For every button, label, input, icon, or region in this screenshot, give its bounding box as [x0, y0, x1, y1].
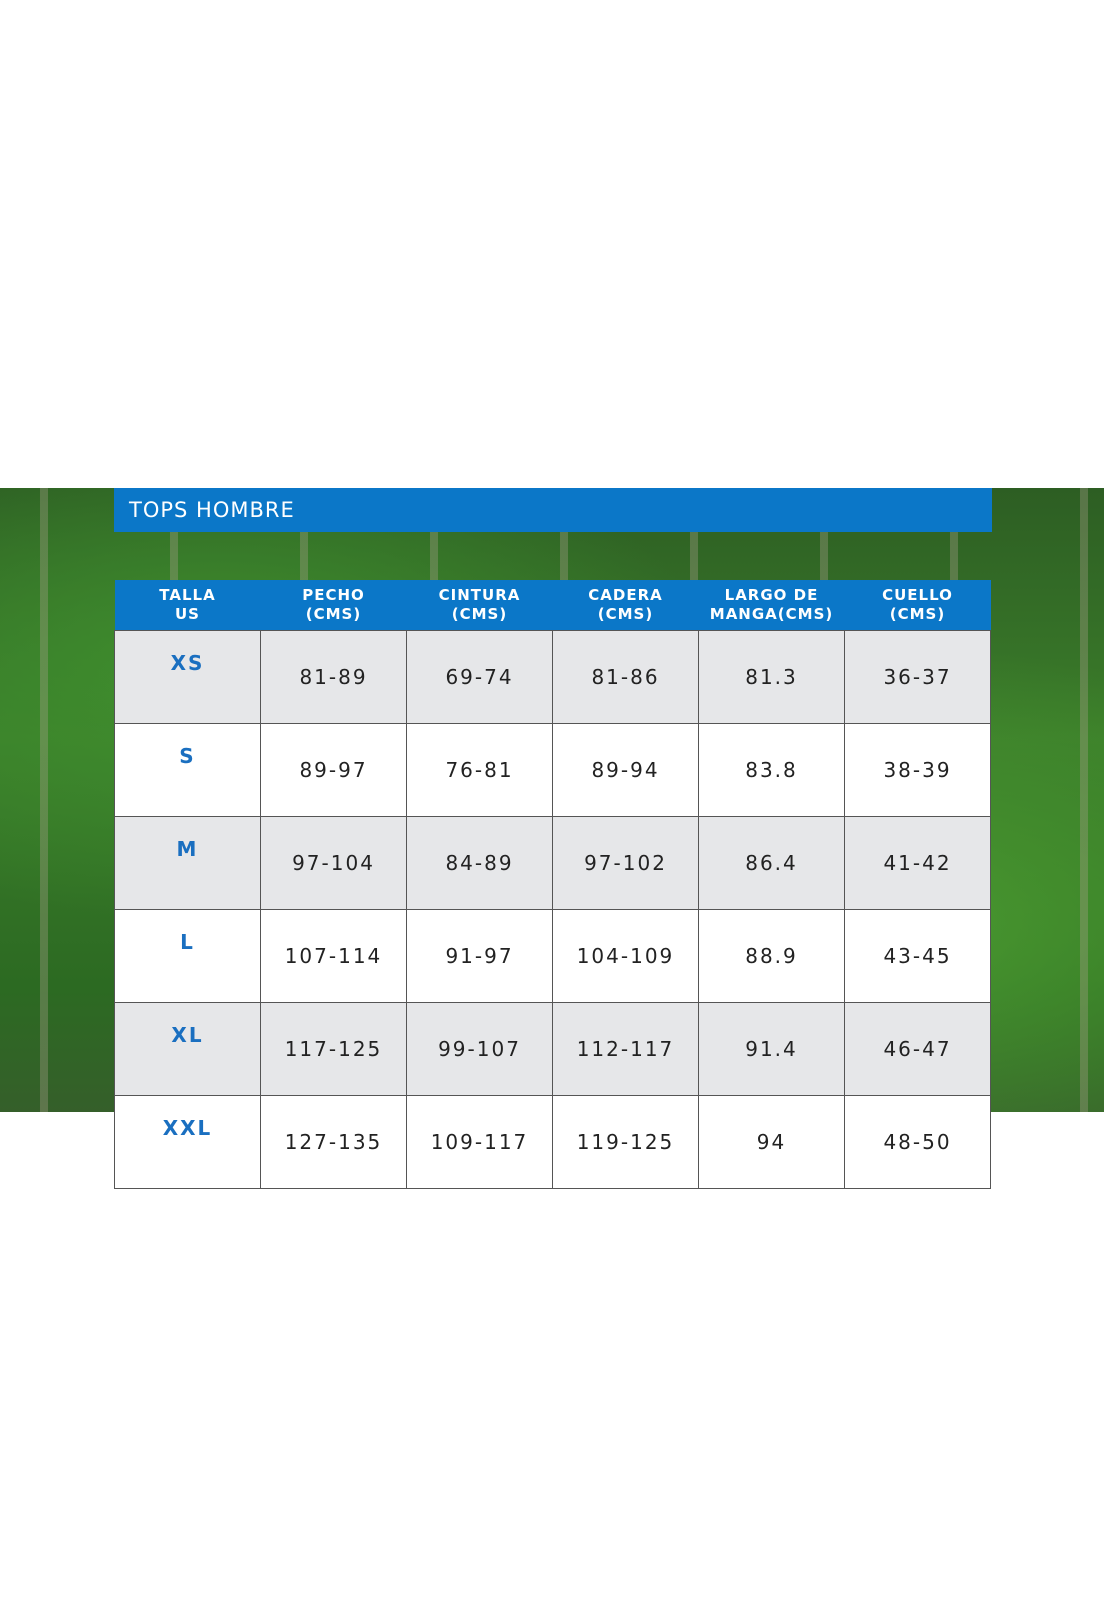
column-header-line: MANGA(CMS) [709, 605, 834, 623]
measurement-cell: 81-89 [260, 630, 407, 724]
table-row: M 97-104 84-89 97-102 86.4 41-42 [114, 816, 991, 910]
size-label: XL [114, 1002, 261, 1096]
chart-title: TOPS HOMBRE [114, 488, 992, 532]
size-label: M [114, 816, 261, 910]
table-row: XS 81-89 69-74 81-86 81.3 36-37 [114, 630, 991, 724]
measurement-cell: 76-81 [406, 723, 553, 817]
measurement-cell: 41-42 [844, 816, 991, 910]
measurement-cell: 89-97 [260, 723, 407, 817]
measurement-cell: 112-117 [552, 1002, 699, 1096]
measurement-cell: 127-135 [260, 1095, 407, 1189]
measurement-cell: 94 [698, 1095, 845, 1189]
measurement-cell: 48-50 [844, 1095, 991, 1189]
column-header: PECHO (CMS) [260, 580, 407, 631]
column-header-line: CUELLO [882, 586, 953, 604]
measurement-cell: 36-37 [844, 630, 991, 724]
measurement-cell: 86.4 [698, 816, 845, 910]
measurement-cell: 38-39 [844, 723, 991, 817]
measurement-cell: 97-104 [260, 816, 407, 910]
table-row: S 89-97 76-81 89-94 83.8 38-39 [114, 723, 991, 817]
size-label: XS [114, 630, 261, 724]
measurement-cell: 91-97 [406, 909, 553, 1003]
column-header-line: (CMS) [889, 605, 946, 623]
measurement-cell: 83.8 [698, 723, 845, 817]
measurement-cell: 89-94 [552, 723, 699, 817]
column-header: TALLA US [114, 580, 261, 631]
column-header-line: PECHO [302, 586, 365, 604]
table-row: L 107-114 91-97 104-109 88.9 43-45 [114, 909, 991, 1003]
column-header: CUELLO (CMS) [844, 580, 991, 631]
size-label: XXL [114, 1095, 261, 1189]
column-header-line: (CMS) [305, 605, 362, 623]
size-chart-table: TALLA US PECHO (CMS) CINTURA (CMS) CADERA (CMS)… [114, 580, 991, 1189]
column-header-line: CINTURA [438, 586, 521, 604]
measurement-cell: 43-45 [844, 909, 991, 1003]
size-label: L [114, 909, 261, 1003]
measurement-cell: 99-107 [406, 1002, 553, 1096]
table-row: XXL 127-135 109-117 119-125 94 48-50 [114, 1095, 991, 1189]
table-row: XL 117-125 99-107 112-117 91.4 46-47 [114, 1002, 991, 1096]
column-header-line: TALLA [159, 586, 216, 604]
column-header-line: LARGO DE [724, 586, 819, 604]
measurement-cell: 109-117 [406, 1095, 553, 1189]
column-header-line: (CMS) [451, 605, 508, 623]
size-label: S [114, 723, 261, 817]
measurement-cell: 46-47 [844, 1002, 991, 1096]
column-header: LARGO DE MANGA(CMS) [698, 580, 845, 631]
column-header: CINTURA (CMS) [406, 580, 553, 631]
measurement-cell: 107-114 [260, 909, 407, 1003]
column-header-line: CADERA [588, 586, 663, 604]
measurement-cell: 88.9 [698, 909, 845, 1003]
header-row: TALLA US PECHO (CMS) CINTURA (CMS) CADERA (CMS)… [114, 580, 991, 631]
column-header-line: (CMS) [597, 605, 654, 623]
column-header: CADERA (CMS) [552, 580, 699, 631]
measurement-cell: 119-125 [552, 1095, 699, 1189]
measurement-cell: 91.4 [698, 1002, 845, 1096]
measurement-cell: 84-89 [406, 816, 553, 910]
measurement-cell: 81-86 [552, 630, 699, 724]
measurement-cell: 104-109 [552, 909, 699, 1003]
measurement-cell: 97-102 [552, 816, 699, 910]
column-header-line: US [175, 605, 200, 623]
measurement-cell: 69-74 [406, 630, 553, 724]
measurement-cell: 81.3 [698, 630, 845, 724]
measurement-cell: 117-125 [260, 1002, 407, 1096]
